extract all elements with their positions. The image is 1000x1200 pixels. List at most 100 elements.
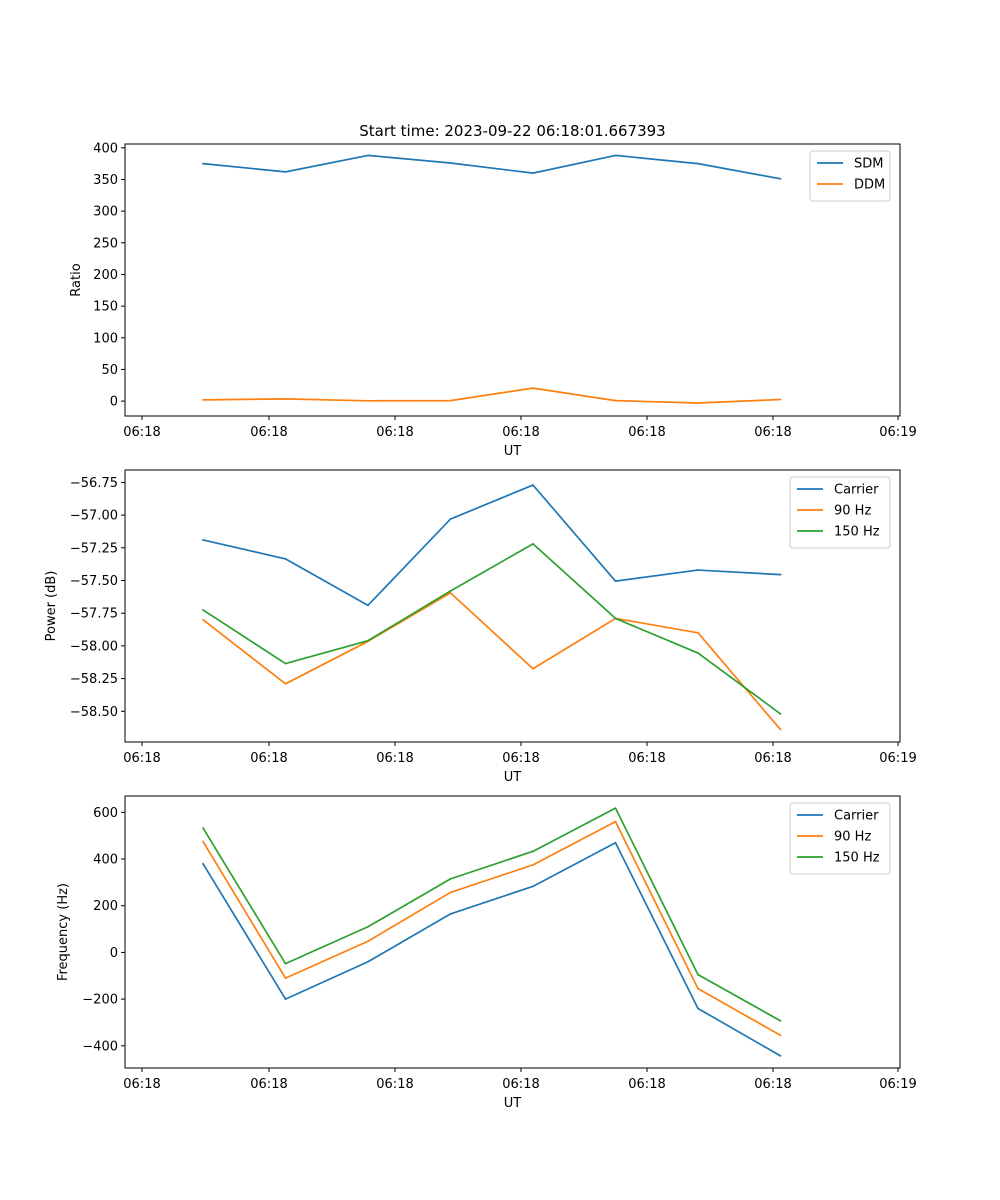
data-point [284, 662, 287, 665]
data-point [449, 913, 452, 915]
data-point [614, 154, 617, 157]
y-tick-label: −58.50 [70, 705, 118, 720]
data-point [614, 580, 617, 583]
x-tick-label: 06:18 [123, 751, 160, 766]
legend: Carrier 90 Hz 150 Hz [789, 476, 891, 549]
data-point [202, 539, 204, 541]
x-tick-label: 06:18 [123, 1077, 160, 1092]
x-tick-label: 06:18 [754, 751, 791, 766]
series-line-150-hz [202, 543, 782, 715]
y-tick-label: 600 [93, 806, 118, 821]
data-point [779, 398, 782, 401]
y-tick-label: −58.25 [70, 672, 118, 687]
data-point [532, 484, 534, 486]
data-point [532, 172, 534, 175]
series-line-ddm [202, 387, 781, 404]
data-point [614, 399, 617, 402]
data-point [779, 573, 782, 576]
series-line-carrier [202, 841, 781, 1057]
data-point [697, 631, 699, 634]
data-point [202, 162, 204, 165]
legend-label: DDM [854, 178, 885, 193]
series-line-150-hz [202, 807, 781, 1022]
legend-label: Carrier [834, 483, 879, 498]
y-tick-label: 50 [101, 363, 118, 378]
data-point [202, 398, 204, 401]
y-tick-label: 300 [93, 205, 118, 220]
data-point [284, 682, 287, 685]
data-point [202, 618, 204, 621]
data-point [532, 863, 534, 866]
data-point [614, 807, 617, 810]
x-tick-label: 06:18 [250, 425, 287, 440]
x-tick-label: 06:18 [628, 425, 665, 440]
data-point [779, 1019, 782, 1022]
legend: SDM DDM [809, 150, 891, 202]
x-tick-label: 06:18 [628, 1077, 665, 1092]
x-tick-label: 06:18 [376, 751, 413, 766]
y-tick-label: 200 [93, 899, 118, 914]
x-tick-label: 06:18 [754, 425, 791, 440]
data-point [779, 1054, 782, 1057]
y-axis-label: Frequency (Hz) [56, 883, 71, 981]
data-point [284, 998, 287, 1001]
series-line-sdm [202, 154, 781, 180]
data-point [532, 542, 534, 545]
chart-panel-2: 06:18 06:18 06:18 06:18 06:18 06:18 06:19 −58.5… [44, 469, 917, 785]
axes-frame [124, 795, 901, 1069]
data-point [697, 162, 699, 165]
data-point [779, 712, 782, 715]
data-point [449, 518, 452, 520]
y-tick-label: −58.00 [70, 639, 118, 654]
data-point [367, 925, 369, 928]
y-tick-label: −57.50 [70, 574, 118, 589]
data-point [284, 398, 287, 400]
y-tick-label: −400 [82, 1039, 118, 1054]
y-tick-label: 100 [93, 331, 118, 346]
y-tick-label: 0 [110, 395, 118, 410]
x-tick-label: 06:18 [502, 751, 539, 766]
data-point [532, 885, 534, 888]
data-point [284, 977, 287, 980]
data-point [532, 387, 534, 390]
x-tick-label: 06:18 [123, 425, 160, 440]
x-tick-label: 06:18 [376, 1077, 413, 1092]
x-tick-label: 06:19 [879, 1077, 916, 1092]
x-tick-label: 06:18 [502, 425, 539, 440]
y-tick-label: 400 [93, 853, 118, 868]
legend-label: Carrier [834, 809, 879, 824]
legend-label: SDM [854, 157, 883, 172]
y-tick-label: −200 [82, 993, 118, 1008]
data-point [202, 862, 204, 865]
legend: Carrier 90 Hz 150 Hz [789, 802, 891, 875]
y-tick-label: 200 [93, 268, 118, 283]
y-tick-label: 0 [110, 946, 118, 961]
data-point [367, 960, 369, 963]
y-tick-label: 250 [93, 236, 118, 251]
x-tick-label: 06:18 [250, 1077, 287, 1092]
data-point [284, 170, 287, 173]
series-line-carrier [202, 484, 781, 607]
data-point [367, 940, 369, 943]
figure-title: Start time: 2023-09-22 06:18:01.667393 [359, 122, 665, 140]
data-point [449, 162, 452, 164]
x-axis-label: UT [504, 444, 522, 459]
data-point [284, 962, 287, 965]
data-point [449, 590, 452, 592]
data-point [367, 399, 369, 402]
data-point [697, 1007, 699, 1010]
data-point [284, 558, 287, 560]
data-point [202, 609, 204, 611]
chart-panel-1: 06:18 06:18 06:18 06:18 06:18 06:18 06:19 0 50 10… [69, 141, 917, 459]
x-axis-label: UT [504, 770, 522, 785]
data-point [697, 987, 699, 990]
chart-panel-3: 06:18 06:18 06:18 06:18 06:18 06:18 06:19 −400 −… [56, 795, 917, 1111]
data-point [614, 617, 617, 620]
data-point [449, 399, 452, 402]
data-point [697, 569, 699, 571]
x-tick-label: 06:18 [502, 1077, 539, 1092]
chart-layer: 06:18 06:18 06:18 06:18 06:18 06:18 06:19 0 50 10… [44, 141, 917, 1111]
data-point [697, 973, 699, 976]
y-tick-label: −57.75 [70, 607, 118, 622]
